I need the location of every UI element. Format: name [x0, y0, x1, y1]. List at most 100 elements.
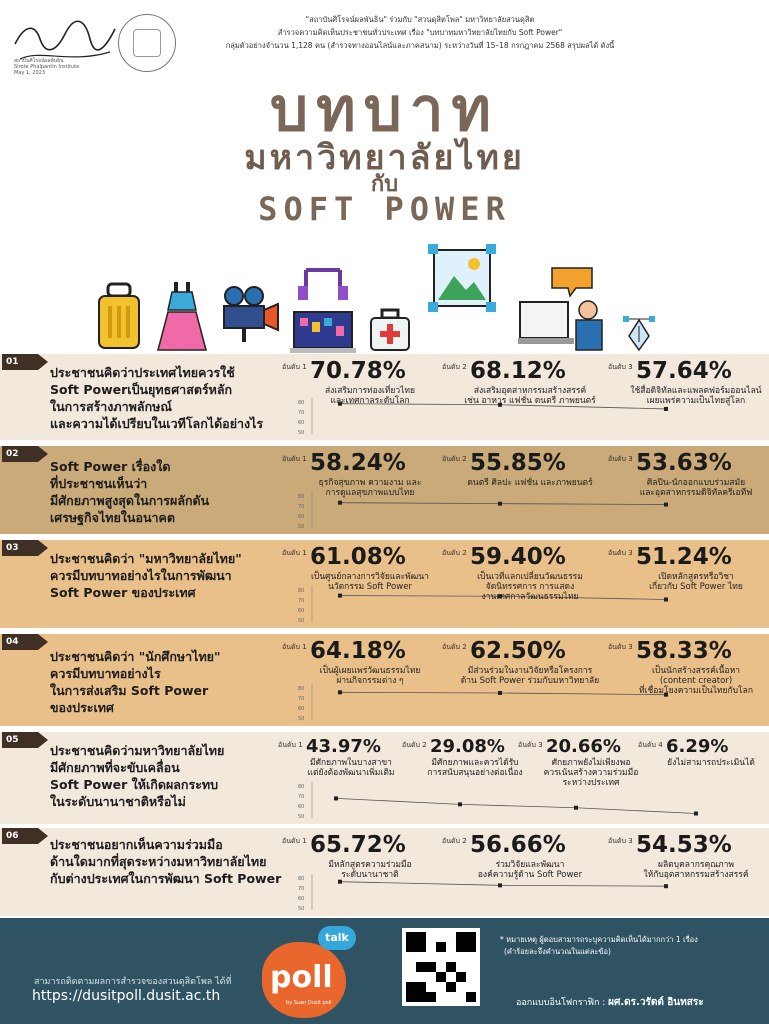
mini-chart-point — [664, 502, 668, 507]
answer-description: เป็นนักสร้างสรรค์เนื้อหา (content creator… — [639, 666, 753, 696]
mini-chart-tick: 60 — [298, 706, 304, 712]
section-number: 04 — [2, 634, 48, 650]
mini-chart-point — [664, 406, 668, 411]
answer-description: เปิดหลักสูตรหรือวิชา เกี่ยวกับ Soft Power… — [649, 572, 743, 592]
answer-description: ใช้สื่อดิจิทัลและแพลตฟอร์มออนไลน์ เผยแพร่… — [630, 386, 762, 406]
answer-description: มีศักยภาพในบางสาขา แต่ยังต้องพัฒนาเพิ่มเต… — [307, 758, 395, 778]
title-line-3: กับ — [370, 171, 399, 197]
section-06: 06 ประชาชนอยากเห็นความร่วมมือ ด้านใดมากที่… — [0, 828, 769, 916]
mini-chart-point — [338, 879, 342, 884]
title-line-4: SOFT POWER — [258, 190, 511, 228]
section-mini-chart: 80 70 60 50 — [298, 490, 738, 530]
mini-chart-tick: 70 — [298, 794, 304, 800]
mini-chart-tick: 50 — [298, 906, 304, 912]
mini-chart-point — [498, 594, 502, 599]
section-mini-chart: 80 70 60 50 — [298, 396, 738, 436]
mini-chart-tick: 50 — [298, 716, 304, 722]
section-question: Soft Power เรื่องใด ที่ประชาชนเห็นว่า มีศั… — [50, 459, 210, 525]
university-seal-icon — [118, 14, 176, 72]
suitcase-icon — [98, 282, 140, 349]
section-number: 06 — [2, 828, 48, 844]
mini-chart-point — [498, 691, 502, 695]
mini-chart-tick: 80 — [298, 494, 304, 500]
section-mini-chart: 80 70 60 50 — [298, 872, 738, 912]
percentage-value: 51.24% — [636, 544, 732, 570]
header-line-3: กลุ่มตัวอย่างจำนวน 1,128 คน (สำรวจทางออน… — [225, 41, 615, 50]
mini-chart-point — [338, 500, 342, 505]
mini-chart-tick: 50 — [298, 618, 304, 624]
rank-label: อันดับ 1 — [282, 837, 307, 845]
footer-band — [0, 918, 769, 1024]
mini-chart-tick: 60 — [298, 514, 304, 520]
percentage-value: 56.66% — [470, 832, 566, 858]
answer-description: มีหลักสูตรความร่วมมือ ระดับนานาชาติ — [328, 860, 412, 880]
mini-chart-line — [339, 502, 667, 505]
mini-chart-point — [664, 884, 668, 889]
online-meeting-icon — [518, 267, 603, 351]
mini-chart-svg: 80 70 60 50 — [298, 586, 668, 624]
answer-description: เป็นผู้เผยแพร่วัฒนธรรมไทย ผ่านกิจกรรมต่าง… — [319, 666, 421, 686]
mini-chart-tick: 70 — [298, 886, 304, 892]
section-number: 01 — [2, 354, 48, 370]
mini-chart-point — [338, 593, 342, 598]
dress-icon — [157, 282, 207, 351]
header-line-2: สำรวจความคิดเห็นประชาชนทั่วประเทศ เรื่อง… — [277, 28, 563, 37]
rank-label: อันดับ 2 — [442, 643, 467, 651]
rank-label: อันดับ 2 — [442, 549, 467, 557]
mini-chart-tick: 50 — [298, 524, 304, 530]
answer-description: ยังไม่สามารถประเมินได้ — [667, 758, 755, 768]
mini-chart-tick: 80 — [298, 400, 304, 406]
percentage-value: 70.78% — [310, 358, 406, 384]
rank-label: อันดับ 1 — [282, 363, 307, 371]
section-02: 02 Soft Power เรื่องใด ที่ประชาชนเห็นว่า มี… — [0, 446, 769, 534]
percentage-value: 43.97% — [306, 736, 381, 757]
rank-label: อันดับ 2 — [402, 741, 427, 749]
section-question: ประชาชนอยากเห็นความร่วมมือ ด้านใดมากที่สุ… — [50, 837, 282, 886]
mini-chart-point — [498, 402, 502, 407]
title-line-1: บทบาท — [270, 75, 499, 145]
section-03: 03 ประชาชนคิดว่า "มหาวิทยาลัยไทย" ควรมีบทบ… — [0, 540, 769, 628]
mini-chart-tick: 70 — [298, 696, 304, 702]
poll-logo-text: poll — [270, 960, 333, 995]
mini-chart-point — [694, 811, 698, 816]
answer-description: ศักยภาพยังไม่เพียงพอ ควรเน้นสร้างความร่วม… — [543, 758, 639, 788]
section-number: 05 — [2, 732, 48, 748]
section-question: ประชาชนคิดว่ามหาวิทยาลัยไทย มีศักยภาพที่จ… — [50, 743, 225, 809]
footer-note: * หมายเหตุ ผู้ตอบสามารถระบุความคิดเห็นได… — [500, 935, 698, 956]
talk-bubble: talk — [318, 926, 356, 950]
qr-code[interactable] — [402, 928, 480, 1006]
mini-chart-svg: 80 70 60 50 — [298, 492, 668, 530]
percentage-value: 59.40% — [470, 544, 566, 570]
rank-label: อันดับ 3 — [608, 643, 633, 651]
mini-chart-tick: 60 — [298, 420, 304, 426]
answer-description: ส่งเสริมการท่องเที่ยวไทย และเทศกาลระดับโล… — [324, 386, 416, 406]
mini-chart-point — [574, 805, 578, 810]
mini-chart-point — [334, 796, 338, 801]
answer-description: ส่งเสริมอุตสาหกรรมสร้างสรรค์ เช่น อาหาร แ… — [464, 386, 596, 406]
answer-description: เป็นเวทีแลกเปลี่ยนวัฒนธรรม จัดนิทรรศการ ก… — [477, 572, 583, 602]
rank-label: อันดับ 3 — [608, 837, 633, 845]
mini-chart-tick: 50 — [298, 430, 304, 436]
percentage-value: 58.33% — [636, 638, 732, 664]
section-question: ประชาชนคิดว่า "มหาวิทยาลัยไทย" ควรมีบทบาท… — [50, 551, 242, 600]
footer-url-link[interactable]: https://dusitpoll.dusit.ac.th — [32, 988, 221, 1004]
rank-label: อันดับ 1 — [282, 455, 307, 463]
answer-description: ผลิตบุคลากรคุณภาพ ให้กับอุตสาหกรรมสร้างสร… — [643, 860, 749, 880]
rank-label: อันดับ 3 — [518, 741, 543, 749]
percentage-value: 57.64% — [636, 358, 732, 384]
rank-label: อันดับ 2 — [442, 363, 467, 371]
mini-chart-tick: 80 — [298, 784, 304, 790]
mini-chart-tick: 80 — [298, 876, 304, 882]
poll-logo — [262, 942, 346, 1018]
percentage-value: 29.08% — [430, 736, 505, 757]
music-laptop-icon — [290, 268, 356, 353]
rank-label: อันดับ 1 — [278, 741, 303, 749]
section-04: 04 ประชาชนคิดว่า "นักศึกษาไทย" ควรมีบทบาทอ… — [0, 634, 769, 726]
rank-label: อันดับ 1 — [282, 549, 307, 557]
poll-logo-sub: by Suan Dusit poll — [286, 1000, 332, 1006]
title-line-2: มหาวิทยาลัยไทย — [244, 138, 525, 178]
section-05: 05 ประชาชนคิดว่ามหาวิทยาลัยไทย มีศักยภาพที… — [0, 732, 769, 824]
percentage-value: 65.72% — [310, 832, 406, 858]
signature-logo — [14, 20, 116, 60]
mini-chart-tick: 50 — [298, 814, 304, 820]
